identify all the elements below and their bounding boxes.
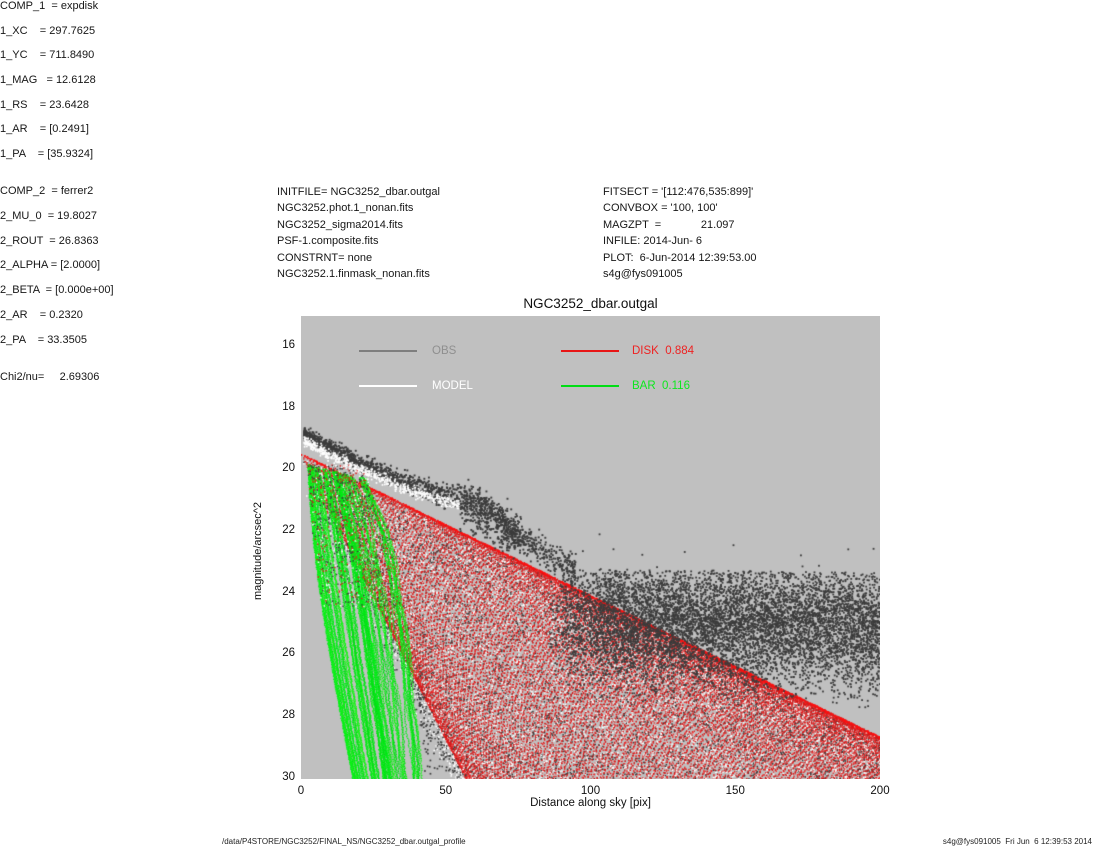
plot-title: NGC3252_dbar.outgal xyxy=(523,296,658,311)
fit-parameter-line: 2_ROUT = 26.8363 xyxy=(0,234,99,247)
fit-input-line: NGC3252.1.finmask_nonan.fits xyxy=(277,268,430,281)
legend-label-bar: BAR 0.116 xyxy=(632,380,690,392)
y-tick-label: 28 xyxy=(282,709,295,722)
fit-setting-line: s4g@fys091005 xyxy=(603,268,683,281)
y-tick-label: 20 xyxy=(282,462,295,475)
legend-line-disk xyxy=(561,350,619,352)
fit-parameter-line: 2_AR = 0.2320 xyxy=(0,308,83,321)
plot-area: OBS MODEL DISK 0.884 BAR 0.116 xyxy=(301,316,880,779)
fit-parameter-line: 2_MU_0 = 19.8027 xyxy=(0,210,97,223)
fit-parameter-line: COMP_2 = ferrer2 xyxy=(0,185,94,198)
parameter-spacer xyxy=(0,173,1100,186)
fit-setting-line: INFILE: 2014-Jun- 6 xyxy=(603,235,703,248)
fit-parameter-line: 1_XC = 297.7625 xyxy=(0,24,96,37)
legend-line-obs xyxy=(359,350,417,352)
fit-setting-line: MAGZPT = 21.097 xyxy=(603,218,735,231)
fit-parameter-line: 2_PA = 33.3505 xyxy=(0,333,87,346)
fit-parameter-line: 1_YC = 711.8490 xyxy=(0,49,95,62)
fit-parameter-line: 1_PA = [35.9324] xyxy=(0,148,94,161)
fit-settings-block: FITSECT = '[112:476,535:899]' CONVBOX = '… xyxy=(603,184,757,282)
legend-line-model xyxy=(359,385,417,387)
fit-input-line: PSF-1.composite.fits xyxy=(277,235,379,248)
x-tick-label: 200 xyxy=(870,785,890,797)
fit-setting-line: PLOT: 6-Jun-2014 12:39:53.00 xyxy=(603,251,757,264)
fit-setting-line: FITSECT = '[112:476,535:899]' xyxy=(603,186,754,198)
fit-parameter-line: Chi2/nu= 2.69306 xyxy=(0,370,100,383)
fit-input-line: CONSTRNT= none xyxy=(277,251,373,264)
legend-label-disk: DISK 0.884 xyxy=(632,345,695,357)
fit-setting-line: CONVBOX = '100, 100' xyxy=(603,202,718,215)
legend-line-bar xyxy=(561,385,619,387)
x-tick-label: 50 xyxy=(439,785,453,797)
y-tick-label: 22 xyxy=(282,523,295,536)
fit-parameter-line: 1_RS = 23.6428 xyxy=(0,98,89,111)
fit-parameters-block: COMP_1 = expdisk 1_XC = 297.7625 1_YC = 71… xyxy=(0,0,1100,396)
legend-label-model: MODEL xyxy=(432,380,473,392)
x-tick-label: 0 xyxy=(297,785,305,797)
fit-parameter-line: 2_ALPHA = [2.0000] xyxy=(0,259,100,272)
legend-label-obs: OBS xyxy=(432,345,457,357)
y-tick-label: 30 xyxy=(282,770,295,783)
output-file-path: /data/P4STORE/NGC3252/FINAL_NS/NGC3252_d… xyxy=(222,837,466,846)
fit-input-line: NGC3252_sigma2014.fits xyxy=(277,218,403,231)
fit-input-line: INITFILE= NGC3252_dbar.outgal xyxy=(277,186,440,198)
user-timestamp: s4g@fys091005 Fri Jun 6 12:39:53 2014 xyxy=(942,837,1092,846)
y-tick-label: 16 xyxy=(282,338,295,351)
fit-input-line: NGC3252.phot.1_nonan.fits xyxy=(277,202,414,215)
y-tick-label: 24 xyxy=(282,585,295,598)
profile-scatter-canvas xyxy=(301,316,880,779)
x-tick-label: 150 xyxy=(725,785,745,797)
fit-input-files-block: INITFILE= NGC3252_dbar.outgal NGC3252.pho… xyxy=(277,184,440,282)
y-tick-label: 18 xyxy=(282,400,295,413)
fit-parameter-line: 1_AR = [0.2491] xyxy=(0,123,89,136)
y-tick-label: 26 xyxy=(282,647,295,660)
x-tick-label: 100 xyxy=(580,785,601,797)
fit-parameter-line: 1_MAG = 12.6128 xyxy=(0,74,96,87)
x-axis-label: Distance along sky [pix] xyxy=(530,797,651,809)
fit-parameter-line: COMP_1 = expdisk xyxy=(0,0,99,12)
fit-parameter-line: 2_BETA = [0.000e+00] xyxy=(0,284,114,297)
